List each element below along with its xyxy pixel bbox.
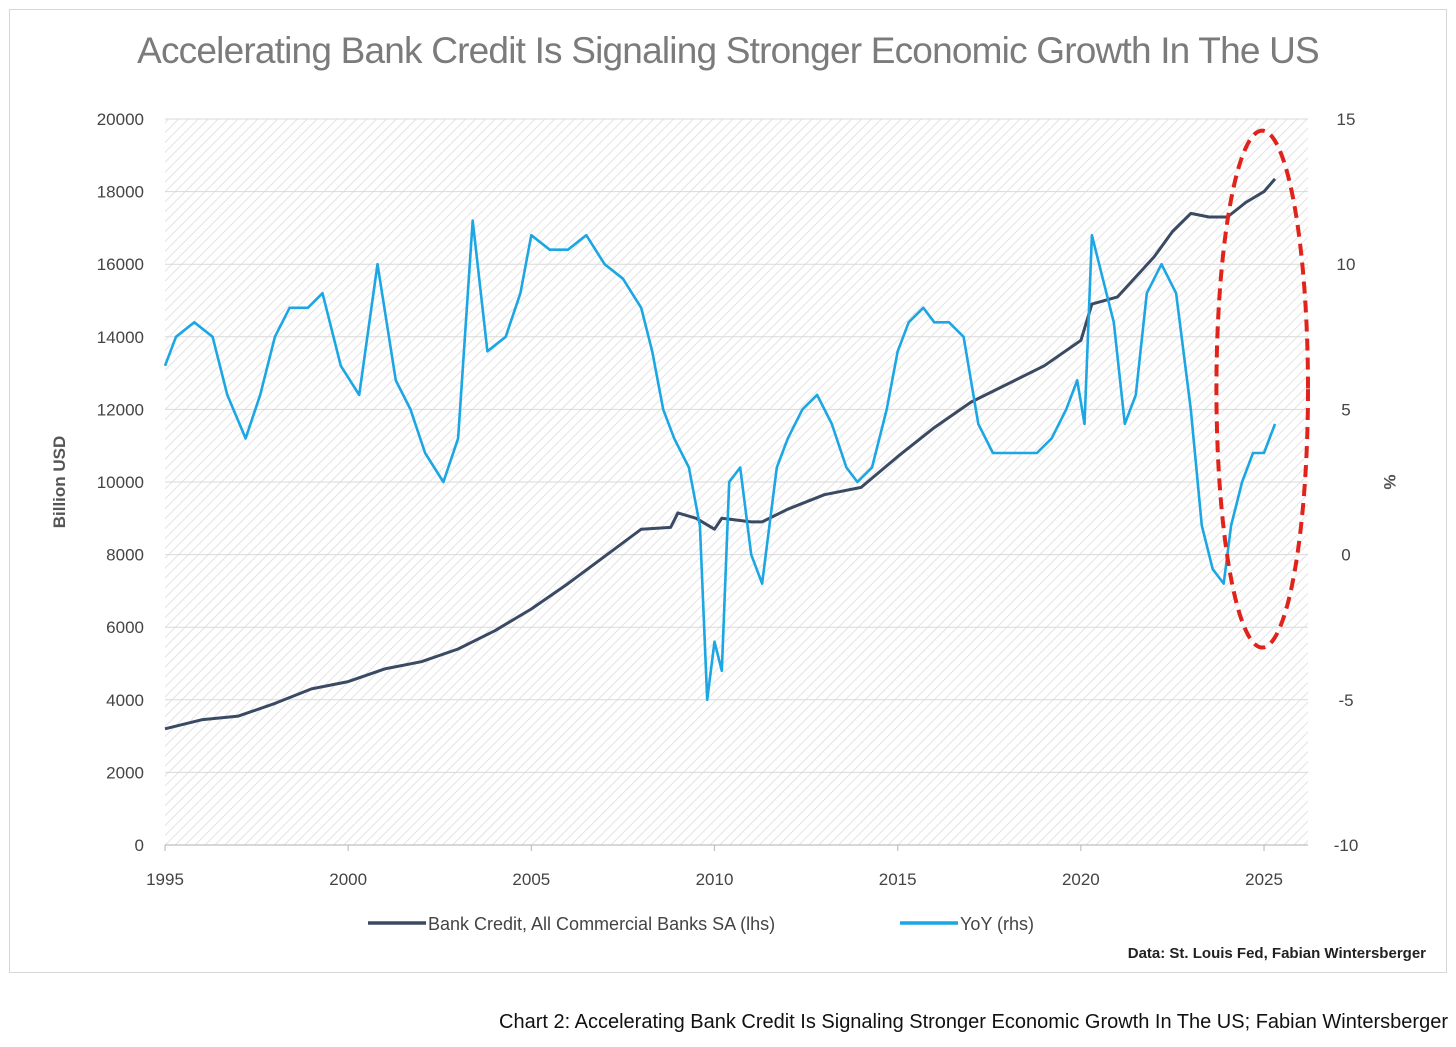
legend-label: Bank Credit, All Commercial Banks SA (lh… [428, 914, 775, 934]
y-left-tick-label: 16000 [97, 255, 144, 274]
y-right-tick-label: 0 [1341, 546, 1350, 565]
y-left-tick-label: 6000 [106, 618, 144, 637]
x-tick-label: 2015 [879, 870, 917, 889]
y-right-tick-label: 15 [1337, 110, 1356, 129]
x-tick-label: 2005 [512, 870, 550, 889]
y-right-axis-title: % [1380, 474, 1399, 489]
y-left-tick-label: 18000 [97, 183, 144, 202]
y-left-tick-label: 10000 [97, 473, 144, 492]
x-tick-label: 2000 [329, 870, 367, 889]
y-left-tick-label: 8000 [106, 546, 144, 565]
series-line-yoy [163, 219, 1277, 702]
y-right-tick-label: 10 [1337, 255, 1356, 274]
x-tick-label: 2025 [1245, 870, 1283, 889]
y-right-tick-label: -10 [1334, 836, 1359, 855]
y-left-tick-label: 2000 [106, 763, 144, 782]
y-left-tick-label: 12000 [97, 400, 144, 419]
y-left-tick-label: 0 [135, 836, 144, 855]
series-line-bank-credit [164, 177, 1277, 731]
legend: Bank Credit, All Commercial Banks SA (lh… [368, 914, 1034, 934]
y-left-tick-label: 4000 [106, 691, 144, 710]
highlight-ellipse [1214, 128, 1311, 650]
chart-title: Accelerating Bank Credit Is Signaling St… [137, 30, 1320, 71]
y-right-tick-label: 5 [1341, 400, 1350, 419]
y-left-axis-title: Billion USD [50, 436, 69, 529]
x-tick-label: 2010 [696, 870, 734, 889]
x-tick-label: 2020 [1062, 870, 1100, 889]
source-note: Data: St. Louis Fed, Fabian Wintersberge… [1127, 945, 1426, 962]
legend-label: YoY (rhs) [960, 914, 1034, 934]
y-right-tick-label: -5 [1338, 691, 1353, 710]
figure-caption: Chart 2: Accelerating Bank Credit Is Sig… [499, 1011, 1448, 1033]
y-left-tick-label: 14000 [97, 328, 144, 347]
y-left-tick-label: 20000 [97, 110, 144, 129]
x-tick-label: 1995 [146, 870, 184, 889]
